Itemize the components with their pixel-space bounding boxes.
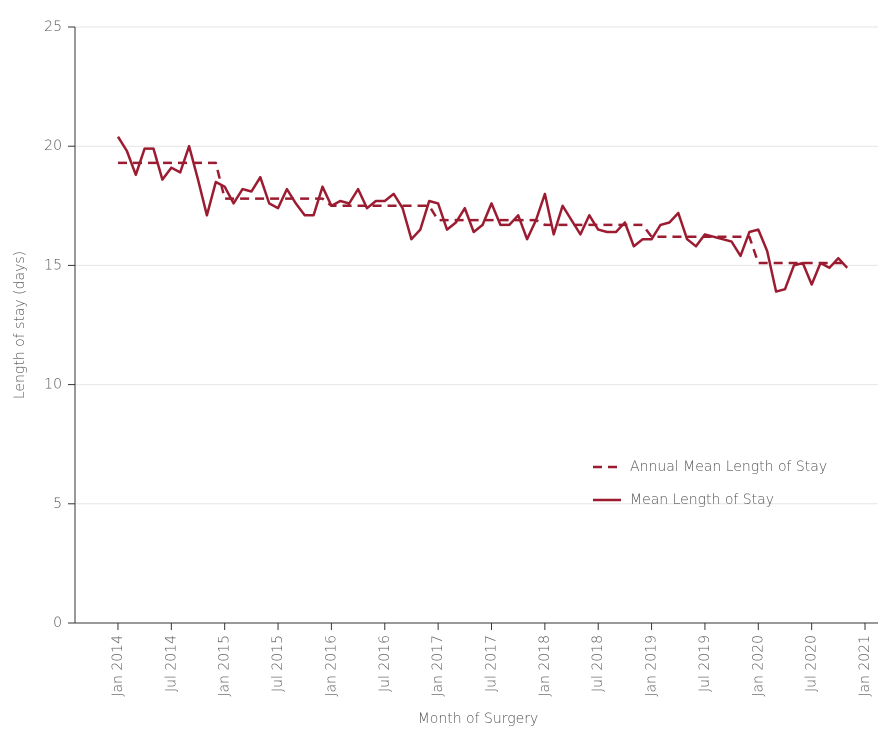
- y-tick-label: 5: [53, 496, 62, 512]
- x-tick-label: Jul 2018: [590, 635, 606, 692]
- y-tick-label: 0: [53, 615, 62, 631]
- x-tick-label: Jan 2014: [110, 635, 126, 697]
- x-tick-label: Jul 2016: [377, 635, 393, 692]
- y-tick-label: 25: [44, 19, 62, 35]
- x-axis-label: Month of Surgery: [418, 711, 539, 727]
- legend-label: Annual Mean Length of Stay: [630, 459, 827, 475]
- series-line: [118, 161, 848, 265]
- y-axis-label: Length of stay (days): [12, 251, 28, 399]
- x-tick-label: Jan 2015: [217, 635, 233, 697]
- series-line: [116, 136, 849, 293]
- x-tick-label: Jan 2020: [750, 635, 766, 697]
- x-tick-label: Jan 2019: [644, 635, 660, 697]
- x-tick-label: Jul 2019: [697, 635, 713, 692]
- x-tick-label: Jan 2016: [323, 635, 339, 697]
- y-tick-label: 10: [44, 377, 62, 393]
- y-tick-label: 20: [44, 138, 62, 154]
- x-tick-label: Jul 2015: [270, 635, 286, 692]
- x-tick-label: Jul 2017: [483, 635, 499, 692]
- x-tick-label: Jul 2014: [163, 635, 179, 692]
- legend-label: Mean Length of Stay: [630, 492, 774, 508]
- x-tick-label: Jan 2018: [537, 635, 553, 697]
- x-tick-label: Jul 2020: [804, 635, 820, 692]
- x-tick-label: Jan 2017: [430, 635, 446, 697]
- x-tick-label: Jan 2021: [857, 635, 873, 697]
- y-tick-label: 15: [44, 257, 62, 273]
